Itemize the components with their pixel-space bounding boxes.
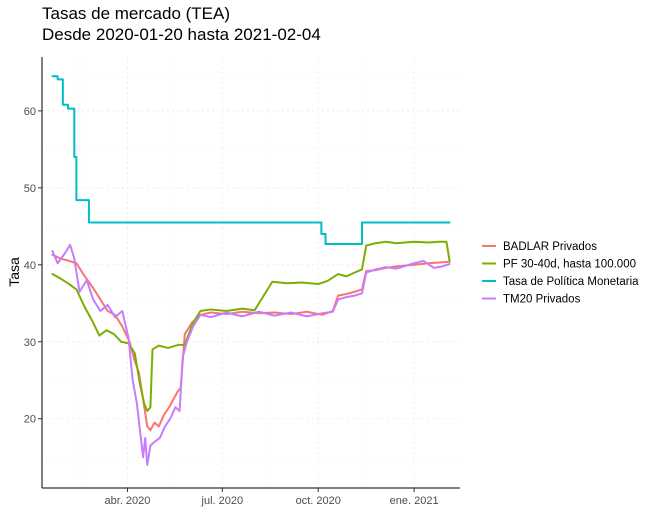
legend-label-3: TM20 Privados <box>503 294 581 306</box>
series-line-3 <box>51 243 451 466</box>
x-tick-label: oct. 2020 <box>296 495 341 507</box>
y-tick-label: 20 <box>24 414 36 426</box>
axis-ticks: 20 30 40 50 60 abr. 2020 jul. 2020 oct. 2020 ene… <box>24 106 439 507</box>
legend-label-0: BADLAR Privados <box>503 241 597 253</box>
y-tick-label: 60 <box>24 106 36 118</box>
chart-title: Tasas de mercado (TEA) <box>42 4 230 23</box>
y-axis-title: Tasa <box>6 257 22 287</box>
series-line-2 <box>51 75 451 246</box>
x-tick-label: abr. 2020 <box>105 495 151 507</box>
legend-label-2: Tasa de Política Monetaria <box>503 276 639 288</box>
chart-subtitle: Desde 2020-01-20 hasta 2021-02-04 <box>42 25 321 44</box>
legend-label-1: PF 30-40d, hasta 100.000 <box>503 259 636 271</box>
y-tick-label: 40 <box>24 260 36 272</box>
grid <box>42 57 460 488</box>
y-tick-label: 50 <box>24 183 36 195</box>
x-tick-label: ene. 2021 <box>390 495 439 507</box>
y-tick-label: 30 <box>24 337 36 349</box>
x-tick-label: jul. 2020 <box>201 495 244 507</box>
series-lines <box>51 75 451 466</box>
series-line-1 <box>51 240 451 413</box>
series-line-0 <box>51 253 451 432</box>
legend: BADLAR Privados PF 30-40d, hasta 100.000 T… <box>482 241 639 306</box>
